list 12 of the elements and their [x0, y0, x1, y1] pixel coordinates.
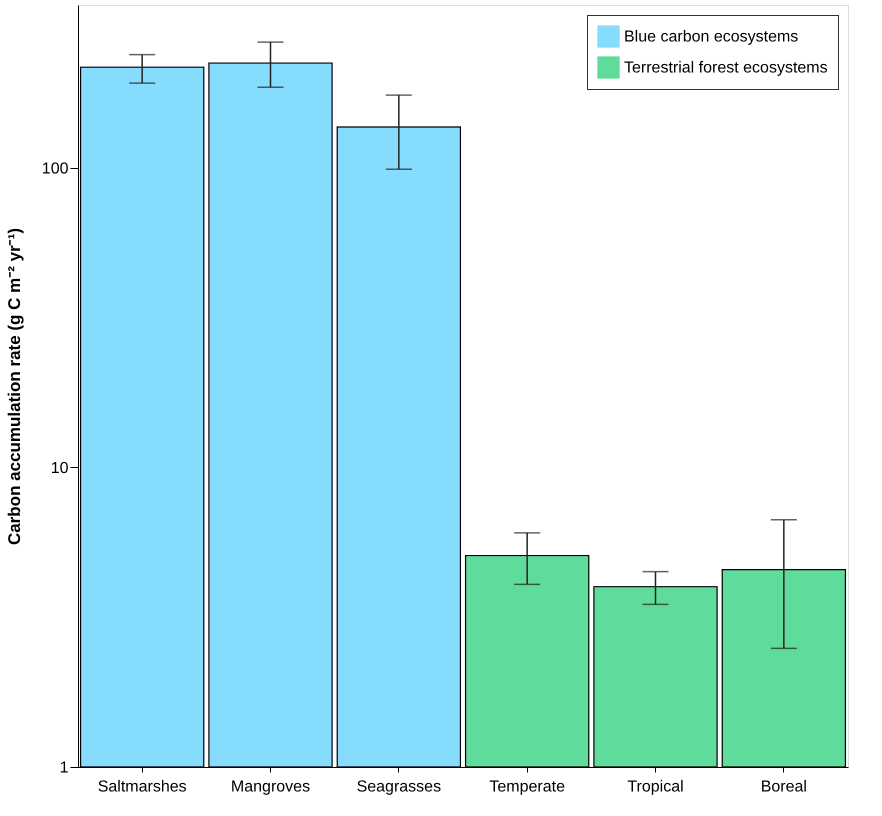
y-tick-label: 1 — [60, 760, 69, 776]
x-tick-label: Tropical — [627, 778, 684, 796]
y-tick-label: 100 — [42, 160, 69, 178]
legend-label: Blue carbon ecosystems — [624, 28, 798, 46]
x-tick-label: Mangroves — [230, 778, 310, 796]
x-tick-label: Temperate — [489, 778, 566, 796]
legend-label: Terrestrial forest ecosystems — [624, 60, 828, 76]
x-tick-label: Seagrasses — [356, 778, 442, 796]
y-axis-title: Carbon accumulation rate (g C m⁻² yr⁻¹) — [4, 228, 24, 546]
x-tick-label: Boreal — [760, 778, 807, 796]
x-tick-label: Saltmarshes — [98, 778, 187, 796]
y-tick-label: 10 — [50, 460, 69, 477]
